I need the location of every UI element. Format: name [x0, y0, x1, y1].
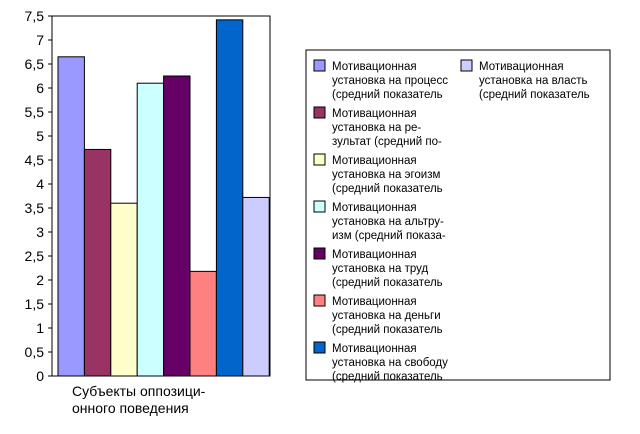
- legend-label: Мотивационная: [332, 202, 417, 214]
- y-tick-label: 2: [36, 272, 44, 288]
- y-tick-label: 5: [36, 128, 44, 144]
- y-tick-label: 0: [36, 368, 44, 384]
- bar-6: [189, 270, 217, 377]
- legend-label: установка на альтру-: [332, 216, 444, 228]
- legend-label: установка на власть: [479, 75, 588, 87]
- legend-swatch-4: [313, 200, 326, 213]
- bar-3: [110, 202, 138, 377]
- legend-label: Мотивационная: [332, 61, 417, 73]
- legend-label: (средний показатель: [332, 324, 443, 336]
- legend-label: (средний показатель: [332, 371, 443, 383]
- legend-label: Мотивационная: [332, 343, 417, 355]
- bar-7: [215, 19, 244, 377]
- y-tick-label: 1,5: [25, 296, 45, 312]
- y-tick-label: 0,5: [25, 344, 45, 360]
- y-tick-label: 7: [36, 32, 44, 48]
- legend-label: Мотивационная: [332, 249, 417, 261]
- legend-swatch-1: [313, 59, 326, 72]
- legend-label: (средний показатель: [332, 89, 443, 101]
- legend-label: зультат (средний по-: [332, 136, 442, 148]
- y-tick-label: 3,5: [25, 200, 45, 216]
- y-tick-label: 1: [36, 320, 44, 336]
- legend-label: установка на ре-: [332, 122, 421, 134]
- legend-swatch-8: [460, 59, 473, 72]
- legend-label: установка на процесс: [332, 75, 448, 87]
- x-category-label: Субъекты оппозици-: [72, 383, 206, 399]
- legend-label: Мотивационная: [332, 155, 417, 167]
- y-tick-label: 6: [36, 80, 44, 96]
- y-tick-label: 4: [36, 176, 44, 192]
- legend-label: Мотивационная: [332, 296, 417, 308]
- y-tick-label: 2,5: [25, 248, 45, 264]
- legend-swatch-2: [313, 106, 326, 119]
- y-tick-label: 6,5: [25, 56, 45, 72]
- bar-8: [242, 196, 270, 377]
- legend-box: [305, 49, 611, 381]
- legend-label: (средний показатель: [479, 89, 590, 101]
- legend-label: Мотивационная: [332, 108, 417, 120]
- legend-swatch-3: [313, 153, 326, 166]
- legend-label: (средний показатель: [332, 277, 443, 289]
- legend-label: установка на свободу: [332, 357, 448, 369]
- legend-swatch-5: [313, 247, 326, 260]
- legend-label: установка на деньги: [332, 310, 441, 322]
- bar-4: [136, 82, 165, 377]
- y-tick-label: 4,5: [25, 152, 45, 168]
- x-category-label: онного поведения: [72, 400, 189, 416]
- bar-2: [83, 148, 112, 377]
- legend-label: установка на труд: [332, 263, 428, 275]
- bar-5: [163, 75, 191, 377]
- bar-1: [57, 56, 85, 377]
- y-tick-label: 5,5: [25, 104, 45, 120]
- y-tick-label: 3: [36, 224, 44, 240]
- legend-label: Мотивационная: [479, 61, 564, 73]
- legend-label: изм (средний показа-: [332, 230, 446, 242]
- legend-swatch-7: [313, 341, 326, 354]
- legend-label: (средний показатель: [332, 183, 443, 195]
- legend-label: установка на эгоизм: [332, 169, 440, 181]
- legend-swatch-6: [313, 294, 326, 307]
- y-tick-label: 7,5: [25, 8, 45, 24]
